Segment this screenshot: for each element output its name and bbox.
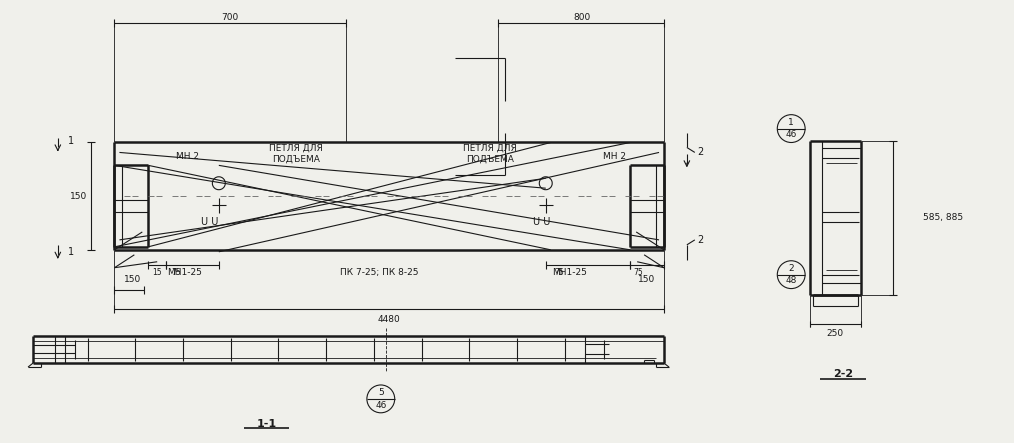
Text: 2: 2	[698, 148, 704, 157]
Text: ПК 7-25; ПК 8-25: ПК 7-25; ПК 8-25	[340, 268, 418, 277]
Text: 46: 46	[375, 400, 386, 410]
Text: U U: U U	[533, 217, 551, 227]
Text: ПЕТЛЯ ДЛЯ
ПОДЪЕМА: ПЕТЛЯ ДЛЯ ПОДЪЕМА	[270, 144, 323, 163]
Text: 15: 15	[152, 268, 162, 277]
Text: ПЕТЛЯ ДЛЯ
ПОДЪЕМА: ПЕТЛЯ ДЛЯ ПОДЪЕМА	[463, 144, 517, 163]
Text: 150: 150	[124, 275, 141, 284]
Text: U U: U U	[201, 217, 219, 227]
Text: 1-1: 1-1	[257, 419, 277, 429]
Text: 75: 75	[555, 268, 565, 277]
Text: 4480: 4480	[377, 315, 401, 324]
Text: 2: 2	[698, 235, 704, 245]
Text: 46: 46	[786, 130, 797, 140]
Text: МН 2: МН 2	[602, 152, 626, 161]
Text: 150: 150	[638, 275, 655, 284]
Text: 150: 150	[70, 192, 87, 201]
Text: 75: 75	[634, 268, 643, 277]
Text: 2-2: 2-2	[832, 369, 853, 379]
Text: 1: 1	[788, 118, 794, 127]
Text: МН 2: МН 2	[175, 152, 199, 161]
Text: МН1-25: МН1-25	[167, 268, 203, 277]
Text: 700: 700	[221, 13, 238, 22]
Text: 1: 1	[68, 136, 74, 145]
Text: 5: 5	[378, 388, 383, 397]
Text: 2: 2	[789, 264, 794, 273]
Text: 585, 885: 585, 885	[924, 213, 963, 222]
Text: 250: 250	[826, 329, 844, 338]
Text: 75: 75	[171, 268, 180, 277]
Text: МН1-25: МН1-25	[553, 268, 587, 277]
Text: 800: 800	[573, 13, 590, 22]
Text: 48: 48	[786, 276, 797, 285]
Text: 1: 1	[68, 247, 74, 257]
